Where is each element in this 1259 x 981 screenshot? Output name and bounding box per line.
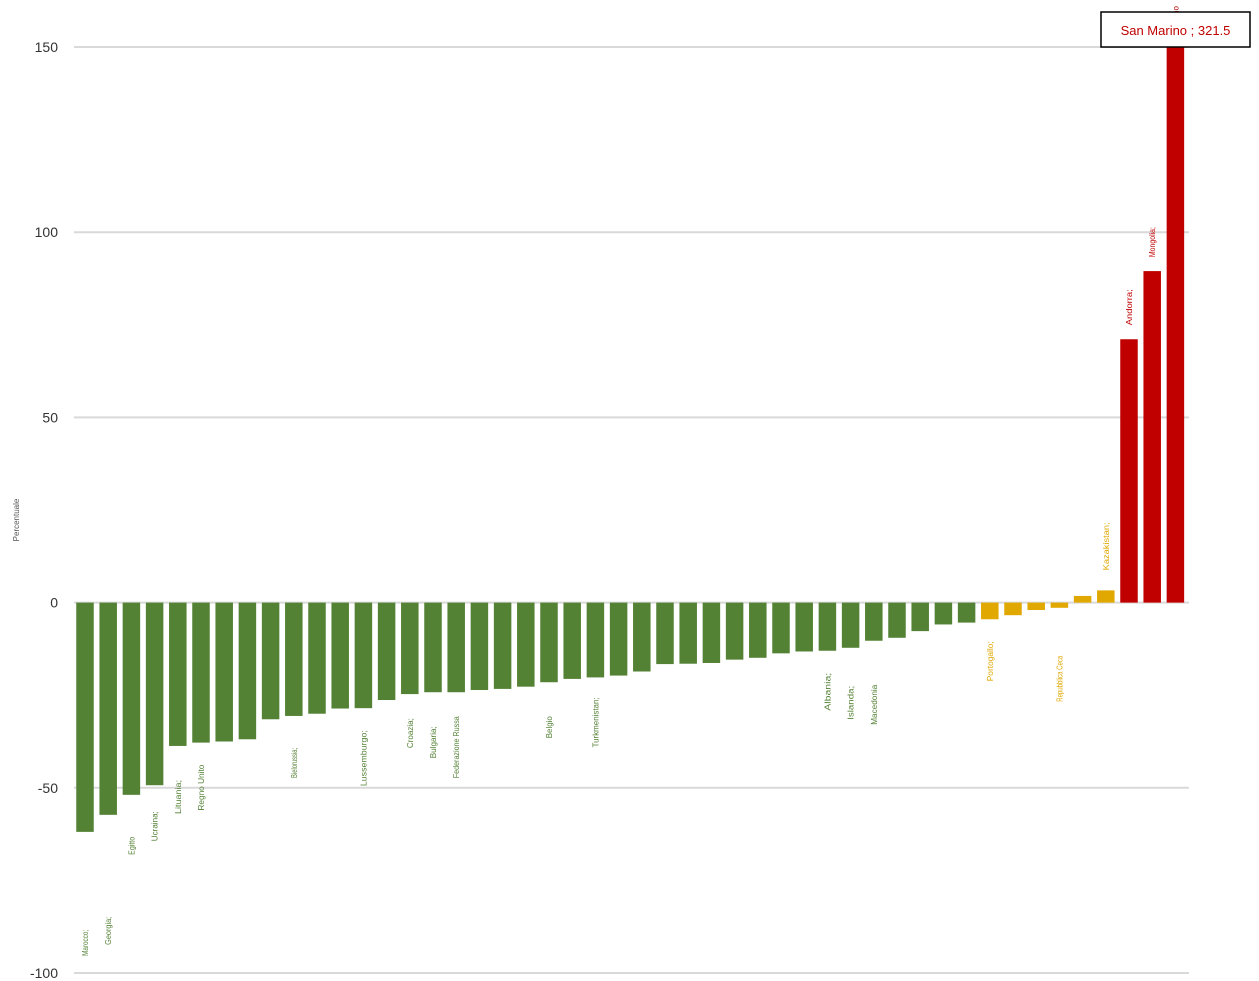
bar — [1166, 47, 1185, 603]
bar — [772, 602, 790, 654]
bar — [99, 602, 117, 815]
bar-label: Macedonia — [870, 684, 879, 725]
bar-label: Ucraina; — [151, 811, 160, 841]
y-tick-label: 150 — [35, 39, 59, 55]
bar-label: Croazia; — [406, 718, 415, 748]
bar — [470, 602, 489, 691]
bar — [679, 602, 697, 664]
bar — [1004, 602, 1022, 616]
bar — [1143, 271, 1161, 603]
bar — [447, 602, 465, 693]
bar — [609, 602, 628, 676]
bar — [377, 602, 396, 701]
bar — [401, 602, 419, 695]
y-tick-label: 0 — [50, 595, 58, 611]
y-axis-label: Percentuale — [12, 498, 21, 541]
bar — [354, 602, 373, 709]
bar — [911, 602, 929, 632]
bar-label: Belgio — [545, 716, 554, 739]
gridlines — [74, 46, 1189, 974]
y-tick-label: -100 — [30, 965, 58, 981]
bar — [169, 602, 187, 746]
bar — [145, 602, 164, 786]
bar — [633, 602, 651, 672]
bar — [261, 602, 280, 720]
bar-label: Lussemburgo; — [359, 730, 368, 786]
bar — [1120, 339, 1138, 603]
bar — [563, 602, 581, 679]
bar — [818, 602, 837, 651]
bar — [957, 602, 976, 623]
bar-label: Federazione Russa — [452, 716, 461, 778]
bar — [493, 602, 512, 689]
bar — [749, 602, 767, 658]
bar-label: Turkmenistan; — [591, 697, 600, 747]
bars — [76, 47, 1185, 832]
bar-label: Egitto — [127, 836, 136, 854]
callout: San Marino ; 321.5 — [1100, 11, 1251, 48]
y-tick-label: 100 — [35, 224, 59, 240]
bar-label: Andorra; — [1125, 289, 1134, 325]
bar — [981, 602, 999, 620]
bar — [865, 602, 883, 641]
bar-label: Lituania; — [174, 780, 183, 814]
bar-label: Bielorussia; — [290, 748, 299, 778]
bar — [331, 602, 349, 709]
bar-label: Mongolia; — [1148, 227, 1157, 257]
bar — [215, 602, 233, 742]
y-tick-label: -50 — [38, 780, 58, 796]
callout-box — [1100, 11, 1251, 48]
bar — [1027, 602, 1045, 611]
bar — [540, 602, 558, 683]
bar — [934, 602, 953, 625]
bar — [122, 602, 141, 795]
y-axis-tick-labels: 150 100 50 0 -50 -100 — [30, 39, 58, 981]
y-tick-label: 50 — [42, 409, 58, 425]
bar-label: Portogallo; — [986, 641, 995, 681]
bar — [888, 602, 906, 638]
bar — [424, 602, 442, 693]
bar-label: Georgia; — [104, 917, 113, 945]
bar — [238, 602, 257, 740]
bar — [586, 602, 605, 678]
bar — [192, 602, 210, 743]
bar-label: Islanda; — [847, 686, 856, 720]
bar-labels: Marocco; Georgia; Egitto Ucraina; Lituania; R… — [81, 6, 1180, 956]
bar — [517, 602, 535, 687]
bar — [656, 602, 674, 665]
bar — [308, 602, 326, 714]
bar-label: Kazakistan; — [1102, 522, 1111, 570]
bar-label: Albania; — [823, 673, 832, 711]
bar — [841, 602, 860, 648]
bar — [1073, 595, 1092, 603]
bar — [1050, 602, 1069, 608]
bar — [1097, 590, 1115, 603]
bar — [285, 602, 303, 716]
callout-text: San Marino ; 321.5 — [1121, 23, 1231, 38]
bar-label: Repubblica Ceca — [1055, 655, 1064, 701]
bar — [702, 602, 721, 663]
bar — [725, 602, 744, 660]
bar-label: Bulgaria; — [429, 726, 438, 758]
bar-label: Marocco; — [81, 930, 90, 956]
bar — [795, 602, 813, 652]
bar — [76, 602, 94, 832]
bar-label: Regno Unito — [197, 764, 206, 811]
